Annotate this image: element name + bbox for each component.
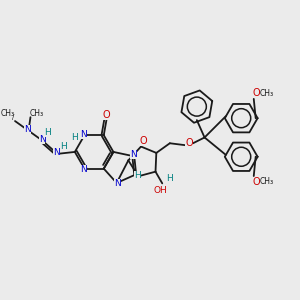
Text: O: O bbox=[253, 88, 260, 98]
Text: N: N bbox=[39, 135, 45, 144]
Text: H: H bbox=[60, 142, 67, 151]
Text: N: N bbox=[114, 179, 121, 188]
Text: H: H bbox=[44, 128, 51, 137]
Text: CH₃: CH₃ bbox=[259, 177, 273, 186]
Text: O: O bbox=[185, 138, 193, 148]
Text: CH₃: CH₃ bbox=[29, 109, 43, 118]
Text: H: H bbox=[134, 171, 141, 180]
Text: CH₃: CH₃ bbox=[0, 109, 14, 118]
Text: N: N bbox=[80, 130, 87, 139]
Text: N: N bbox=[53, 148, 60, 158]
Text: O: O bbox=[253, 177, 260, 187]
Text: N: N bbox=[24, 125, 31, 134]
Text: H: H bbox=[167, 174, 173, 183]
Text: OH: OH bbox=[154, 186, 167, 195]
Text: N: N bbox=[130, 151, 136, 160]
Text: CH₃: CH₃ bbox=[259, 88, 273, 98]
Text: O: O bbox=[139, 136, 147, 146]
Text: /: / bbox=[12, 114, 14, 120]
Text: N: N bbox=[80, 165, 87, 174]
Text: O: O bbox=[103, 110, 110, 120]
Text: H: H bbox=[71, 133, 78, 142]
